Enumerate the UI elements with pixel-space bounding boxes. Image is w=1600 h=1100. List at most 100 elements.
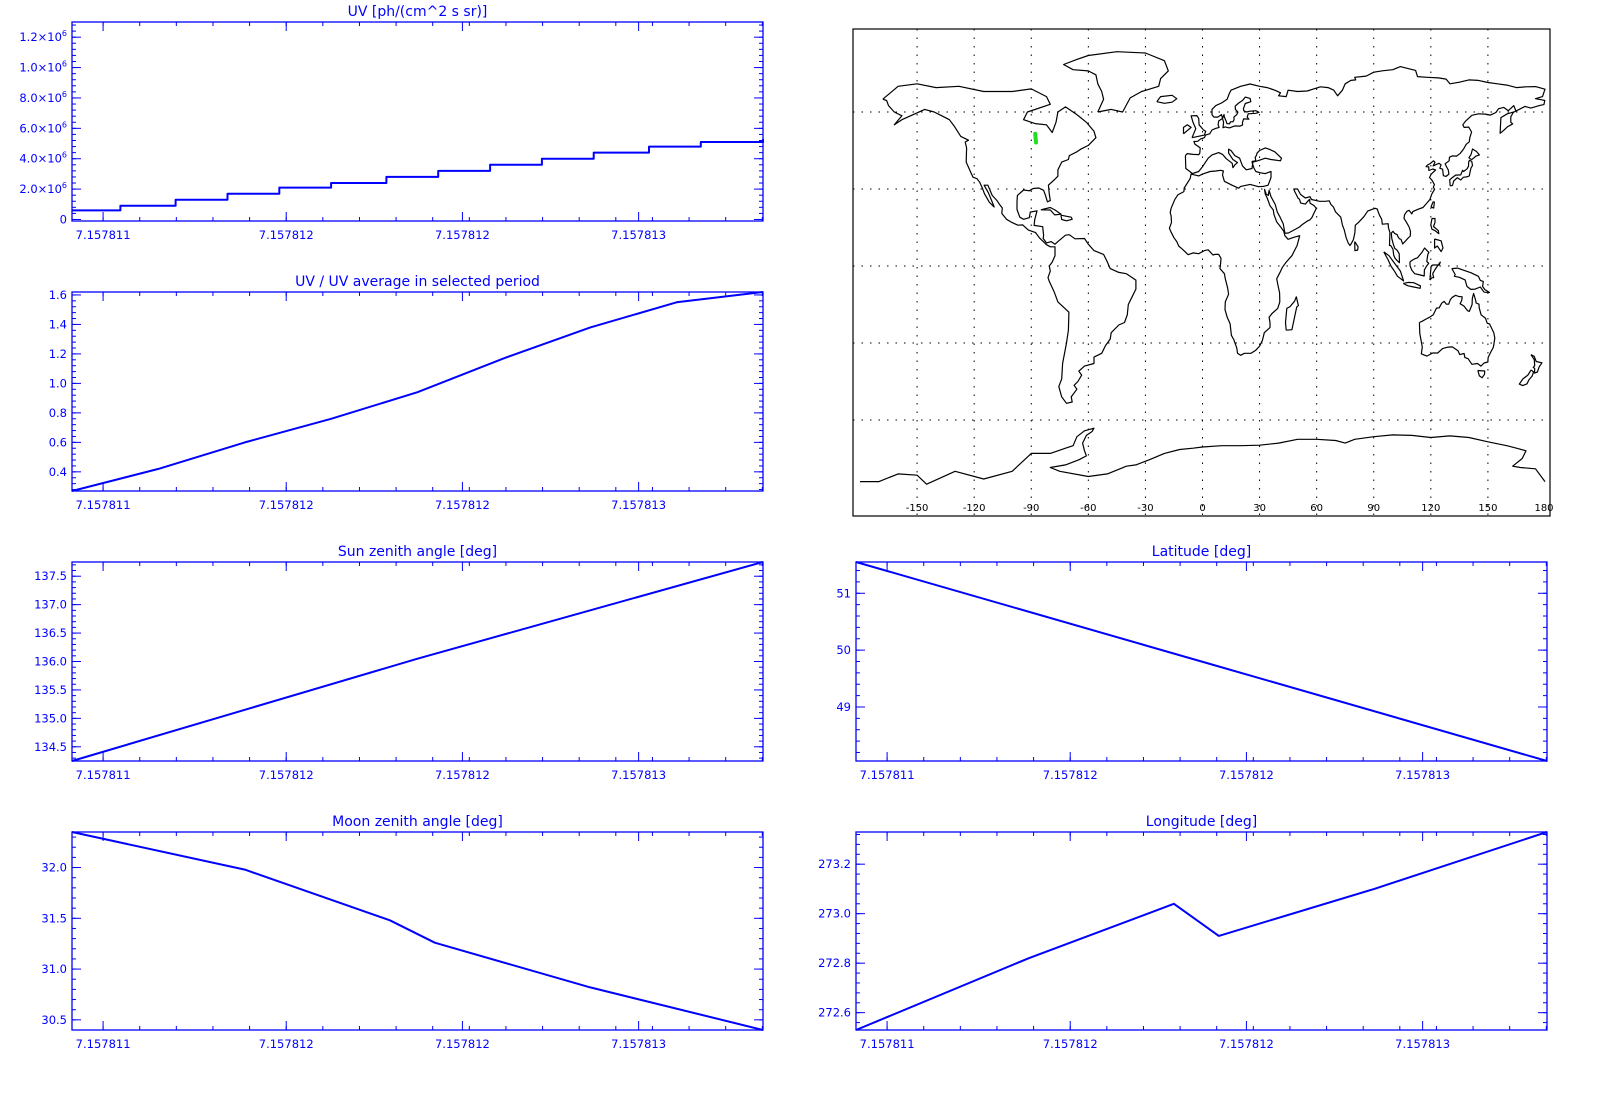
map-lon-tick-label: 120 xyxy=(1421,503,1440,514)
coastline xyxy=(1354,241,1359,252)
series-line xyxy=(71,291,764,492)
y-tick-label: 0 xyxy=(60,212,67,226)
y-tick-label: 31.5 xyxy=(41,911,67,925)
y-tick-label: 135.5 xyxy=(34,683,67,697)
map-lon-tick-label: 60 xyxy=(1310,503,1323,514)
y-tick-label: 1.0×106 xyxy=(19,60,67,75)
y-tick-label-exponent: 6 xyxy=(62,151,67,160)
x-tick-label: 7.157812 xyxy=(435,768,490,782)
coastline xyxy=(1434,238,1444,253)
coastline xyxy=(860,427,1546,485)
series-line xyxy=(71,561,764,762)
chart-latitude: Latitude [deg] 7.157811 7.157812 7.157812 7.… xyxy=(836,544,1548,782)
coastline xyxy=(1430,201,1435,209)
track-line xyxy=(1033,131,1038,145)
y-tick-label: 1.6 xyxy=(49,288,67,302)
chart-title: UV [ph/(cm^2 s sr)] xyxy=(348,4,488,20)
x-tick-label: 7.157813 xyxy=(611,228,666,242)
y-tick-label: 0.8 xyxy=(49,406,67,420)
y-tick-label: 273.0 xyxy=(818,907,851,921)
y-tick-label-exponent: 6 xyxy=(62,29,67,38)
map-lon-tick-label: -60 xyxy=(1080,503,1096,514)
chart-moon-zenith: Moon zenith angle [deg] 7.157811 7.157812 7… xyxy=(41,814,764,1051)
x-tick-label: 7.157813 xyxy=(611,498,666,512)
y-tick-label-base: 6.0×10 xyxy=(19,121,62,135)
coastline xyxy=(1451,267,1490,293)
map-frame xyxy=(852,28,1551,517)
x-tick-label: 7.157811 xyxy=(860,1037,915,1051)
y-tick-label-base: 8.0×10 xyxy=(19,91,62,105)
coastline xyxy=(1518,369,1535,387)
plot-frame xyxy=(855,831,1548,1031)
coastline xyxy=(1182,124,1192,135)
y-tick-label: 272.8 xyxy=(818,956,851,970)
x-tick-label: 7.157812 xyxy=(435,1037,490,1051)
y-tick-label: 0.4 xyxy=(49,465,67,479)
coastline xyxy=(1063,51,1169,113)
map-lon-tick-label: -30 xyxy=(1137,503,1153,514)
map-lon-tick-label: -90 xyxy=(1023,503,1039,514)
plot-frame xyxy=(71,831,764,1031)
y-tick-label-base: 0 xyxy=(60,212,67,226)
y-tick-label: 0.6 xyxy=(49,435,67,449)
x-tick-label: 7.157812 xyxy=(259,498,314,512)
y-tick-label: 51 xyxy=(836,586,851,600)
coastlines xyxy=(860,51,1546,485)
y-tick-label-base: 4.0×10 xyxy=(19,152,62,166)
coastline xyxy=(1190,115,1207,139)
y-tick-label: 49 xyxy=(836,700,851,714)
coastline xyxy=(1449,159,1474,187)
y-tick-label: 4.0×106 xyxy=(19,151,67,166)
y-tick-label-exponent: 6 xyxy=(62,181,67,190)
x-tick-label: 7.157813 xyxy=(1395,768,1450,782)
y-tick-label: 272.6 xyxy=(818,1006,851,1020)
chart-longitude: Longitude [deg] 7.157811 7.157812 7.157812 7… xyxy=(818,814,1548,1051)
map-lon-tick-label: 150 xyxy=(1478,503,1497,514)
x-tick-label: 7.157812 xyxy=(259,768,314,782)
x-tick-label: 7.157812 xyxy=(1043,1037,1098,1051)
coastline xyxy=(1429,261,1441,281)
chart-title: UV / UV average in selected period xyxy=(295,274,540,290)
map-lon-tick-label: -120 xyxy=(963,503,986,514)
coastline xyxy=(1221,96,1260,129)
x-tick-label: 7.157812 xyxy=(259,228,314,242)
coastline xyxy=(1430,217,1440,235)
series-line xyxy=(71,831,764,1031)
chart-sun-zenith: Sun zenith angle [deg] 7.157811 7.157812 7.… xyxy=(34,544,764,782)
y-tick-label-base: 1.2×10 xyxy=(19,30,62,44)
y-tick-label: 1.2 xyxy=(49,347,67,361)
x-tick-label: 7.157811 xyxy=(860,768,915,782)
series-line xyxy=(855,561,1548,762)
x-tick-label: 7.157811 xyxy=(76,1037,131,1051)
series-line xyxy=(72,139,764,212)
x-tick-label: 7.157813 xyxy=(1395,1037,1450,1051)
x-tick-label: 7.157812 xyxy=(1043,768,1098,782)
coastline xyxy=(1477,369,1486,379)
y-tick-label: 136.5 xyxy=(34,626,67,640)
coastline xyxy=(1418,292,1496,367)
map-lon-tick-label: 180 xyxy=(1534,503,1553,514)
x-tick-label: 7.157812 xyxy=(259,1037,314,1051)
coastline xyxy=(1468,148,1480,161)
y-tick-label-exponent: 6 xyxy=(62,120,67,129)
coastline xyxy=(1383,251,1405,282)
y-tick-label: 8.0×106 xyxy=(19,90,67,105)
y-tick-label: 30.5 xyxy=(41,1013,67,1027)
x-tick-label: 7.157811 xyxy=(76,498,131,512)
map-lon-tick-label: -150 xyxy=(906,503,929,514)
chart-title: Longitude [deg] xyxy=(1146,814,1257,830)
coastline xyxy=(1530,354,1543,374)
y-tick-label: 1.0 xyxy=(49,376,67,390)
coastline xyxy=(882,83,1137,404)
x-tick-label: 7.157812 xyxy=(1219,768,1274,782)
coastline xyxy=(1040,206,1062,216)
y-tick-label-exponent: 6 xyxy=(62,60,67,69)
y-tick-label: 31.0 xyxy=(41,962,67,976)
y-tick-label-base: 1.0×10 xyxy=(19,61,62,75)
plot-frame xyxy=(71,291,764,492)
y-tick-label: 1.2×106 xyxy=(19,29,67,44)
chart-title: Latitude [deg] xyxy=(1152,544,1251,560)
x-tick-label: 7.157812 xyxy=(435,498,490,512)
y-tick-label: 6.0×106 xyxy=(19,120,67,135)
